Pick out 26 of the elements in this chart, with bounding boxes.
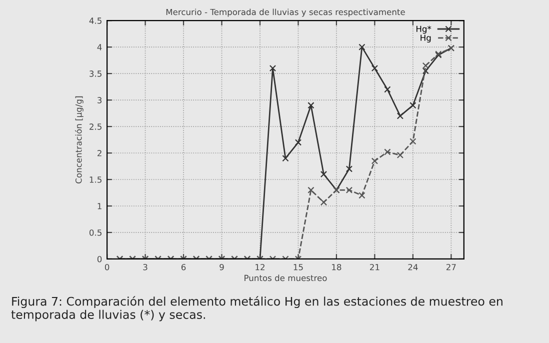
y-tick-label: 2.5 (90, 124, 102, 130)
legend-label: Hg* (416, 26, 432, 34)
y-tick-label: 3 (98, 97, 102, 104)
x-tick-label: 21 (370, 264, 380, 270)
text: Figura 7: Comparación del elemento metálico Hg en las estaciones de muestreo en temporada de lluvias (*) y secas. (11, 296, 502, 322)
y-tick-label: 1.5 (90, 176, 102, 183)
y-tick-label: 0.5 (89, 229, 102, 236)
x-tick-label: 9 (220, 264, 224, 270)
x-tick-label: 15 (294, 264, 303, 270)
y-tick-label: 4.5 (89, 18, 102, 24)
y-tick-label: 1 (98, 203, 102, 210)
y-tick-label: 2 (98, 150, 102, 156)
chart-title: Mercurio - Temporada de lluvias y secas respectivamente (166, 8, 405, 17)
x-tick-label: 6 (181, 264, 186, 270)
legend-label: Hg (420, 34, 431, 43)
x-tick-label: 12 (256, 264, 264, 270)
y-tick-label: 3.5 (90, 70, 102, 77)
x-tick-label: 27 (446, 264, 456, 270)
x-tick-label: 3 (143, 264, 148, 270)
x-tick-label: 18 (332, 264, 342, 270)
y-tick-label: 0 (97, 256, 102, 262)
y-tick-label: 4 (97, 44, 102, 50)
x-axis-title: Puntos de muestreo (244, 274, 327, 282)
x-tick-label: 0 (104, 264, 110, 270)
y-axis-title: Concentración [µg/g] (74, 96, 84, 184)
x-tick-label: 24 (408, 264, 418, 270)
